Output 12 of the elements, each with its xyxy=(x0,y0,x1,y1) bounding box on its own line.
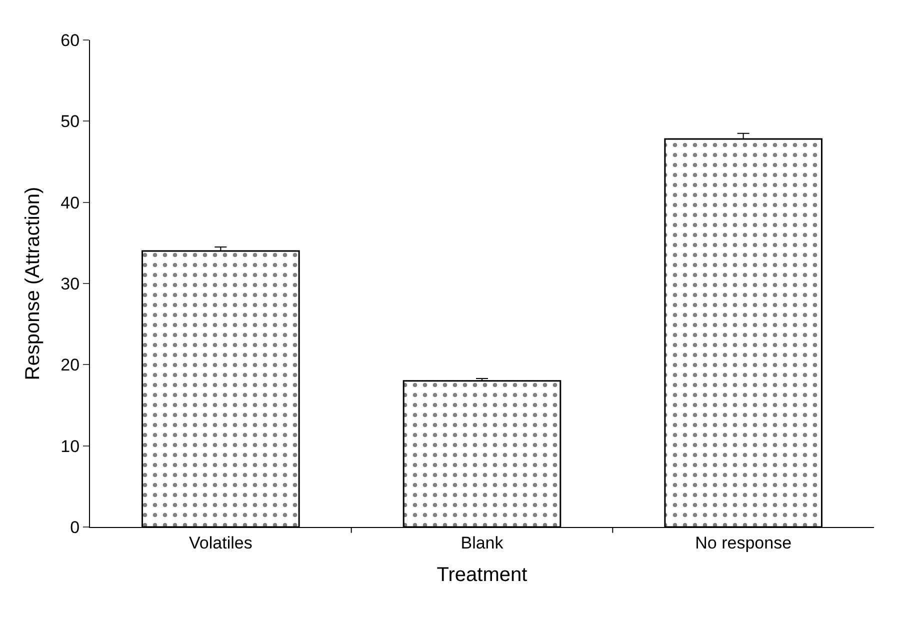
y-axis-title: Response (Attraction) xyxy=(22,186,44,380)
y-tick-label: 20 xyxy=(60,356,80,375)
y-tick-label: 0 xyxy=(70,518,80,537)
y-tick-label: 40 xyxy=(60,193,80,212)
y-tick-label: 30 xyxy=(60,274,80,294)
x-axis-title: Treatment xyxy=(436,564,528,586)
y-tick-label: 50 xyxy=(60,112,80,132)
y-tick-label: 60 xyxy=(60,30,80,50)
y-tick-label: 10 xyxy=(60,436,80,456)
x-tick-label: Blank xyxy=(460,533,504,552)
x-tick-label: Volatiles xyxy=(189,533,252,552)
x-tick-label: No response xyxy=(695,533,792,552)
